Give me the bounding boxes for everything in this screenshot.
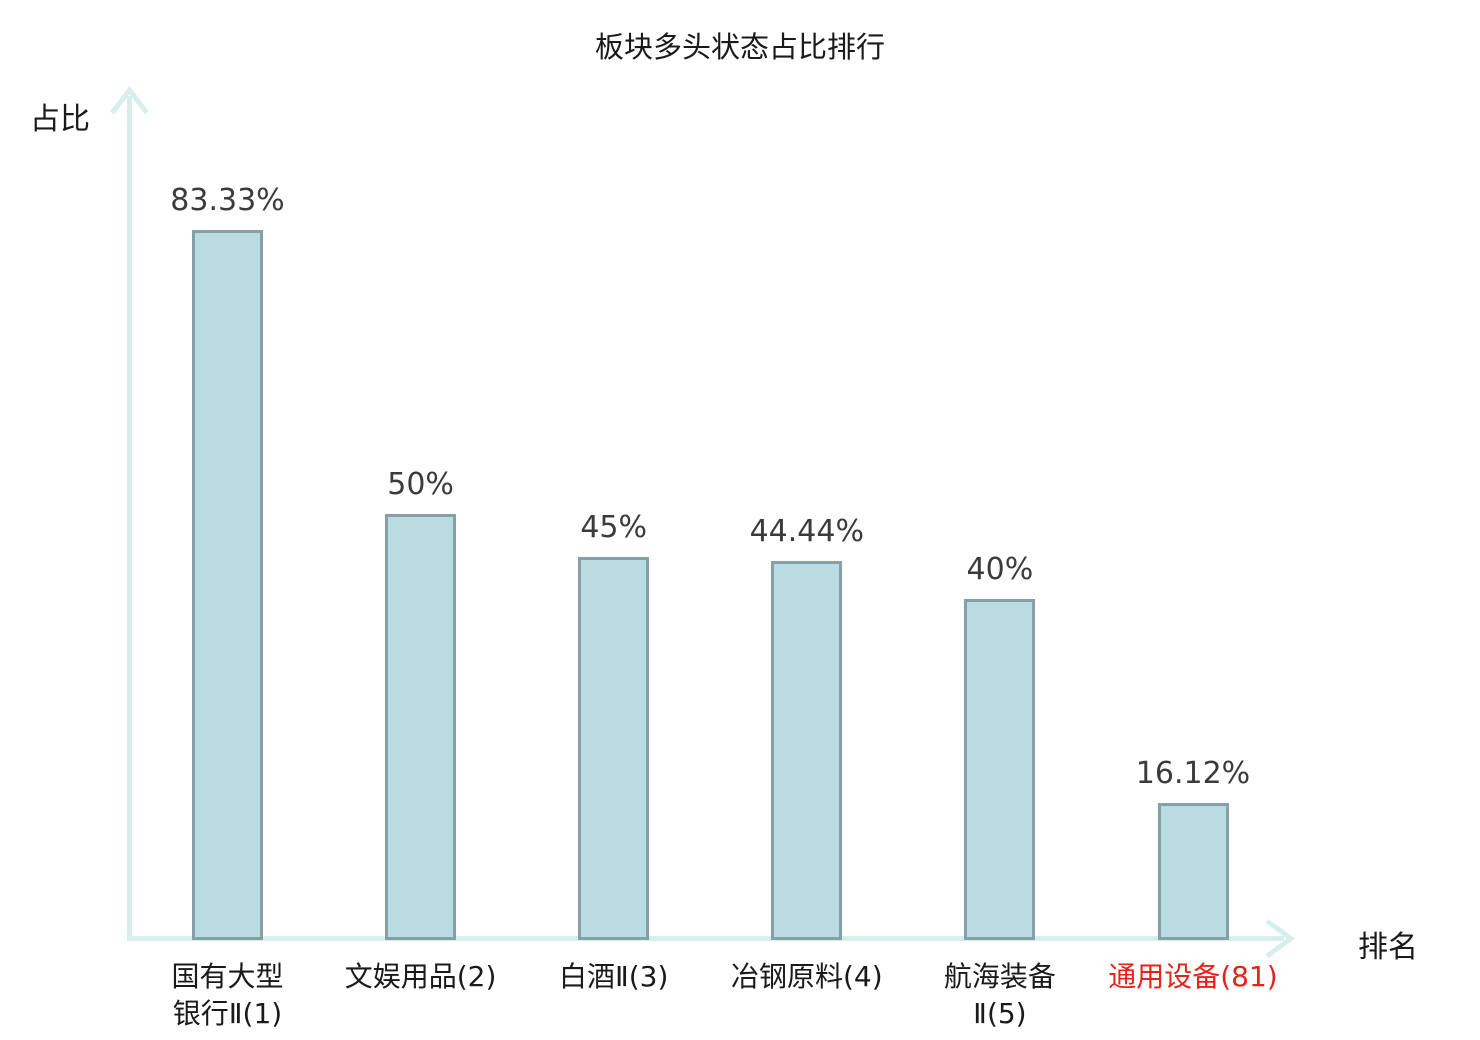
x-category-label: 国有大型银行Ⅱ(1) [98,958,358,1032]
x-category-label-line: 通用设备(81) [1108,960,1278,993]
bar [771,561,843,940]
x-category-label: 文娱用品(2) [291,958,551,995]
x-axis-label: 排名 [1358,930,1418,965]
chart-title: 板块多头状态占比排行 [594,30,885,64]
x-category-label: 航海装备 Ⅱ(5) [870,958,1130,1032]
x-category-label: 白酒Ⅱ(3) [484,958,744,995]
x-category-label-line: 冶钢原料(4) [730,960,883,993]
bar-value-label: 40% [966,552,1034,587]
x-category-label: 冶钢原料(4) [677,958,937,995]
bar [385,514,457,940]
x-category-label-line: 银行Ⅱ(1) [172,997,283,1030]
bar-value-label: 16.12% [1135,756,1251,791]
y-axis-label: 占比 [30,102,90,137]
x-category-label-line: Ⅱ(5) [973,997,1027,1030]
bar-value-label: 83.33% [170,183,285,218]
bar-value-label: 45% [580,510,648,545]
bar [192,230,263,940]
bar [578,557,650,940]
y-axis-arrow-icon [110,85,149,115]
x-category-label: 通用设备(81) [1063,958,1323,995]
x-category-label-line: 航海装备 [943,960,1056,993]
x-category-label-line: 白酒Ⅱ(3) [558,960,669,993]
x-category-label-line: 国有大型 [171,960,284,993]
bar [964,599,1036,940]
bar-value-label: 44.44% [749,514,864,549]
bar [1157,803,1229,940]
x-category-label-line: 文娱用品(2) [344,960,497,993]
x-axis-arrow-icon [1265,918,1296,959]
bar-value-label: 50% [387,467,454,502]
